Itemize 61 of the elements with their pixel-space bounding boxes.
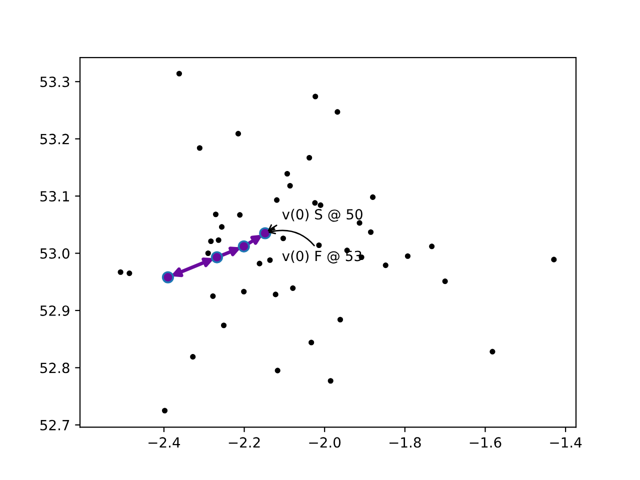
point [356,220,362,226]
point [162,271,174,284]
x-tick-label: −1.8 [390,437,421,448]
x-tick-label: −1.4 [550,437,582,448]
point [221,322,227,328]
x-tick-label: −2.2 [228,437,260,448]
point [237,212,243,218]
y-tick-label: 53.3 [40,76,70,88]
point [274,197,280,203]
y-tick-label: 52.7 [40,420,70,430]
y-tick-label: 53.2 [40,134,69,144]
point [404,253,410,259]
point [259,227,272,240]
point [208,238,214,244]
point [308,340,314,346]
point [118,269,124,275]
point [238,240,250,252]
point [442,278,448,284]
point [272,292,278,298]
point [312,200,318,206]
point [368,229,374,235]
point [312,94,318,100]
point [176,70,182,76]
x-tick-label: −2.0 [309,437,341,448]
x-tick-label: −2.4 [148,437,180,448]
point [256,260,262,266]
point [306,154,312,160]
point [241,288,247,294]
y-tick-label: 52.8 [40,362,70,374]
point [318,202,324,208]
point [267,257,273,263]
point [162,408,168,414]
point [551,256,557,262]
point [334,109,340,115]
point [337,316,344,322]
point [190,354,196,360]
point [287,182,293,189]
annotation: v(0) S @ 50 [282,208,362,222]
y-tick-label: 53.0 [40,248,70,259]
y-tick-label: 52.9 [40,305,70,316]
point [280,236,286,242]
point [196,145,202,151]
x-tick-label: −1.6 [470,437,502,448]
point [370,194,376,200]
point [490,348,496,354]
point [290,285,296,291]
point [382,262,388,268]
point [429,244,435,250]
point [210,293,216,299]
y-tick-label: 53.1 [40,191,69,202]
point [216,237,222,243]
point [212,212,219,218]
point [210,251,224,264]
point [218,224,225,230]
point [235,130,242,136]
point [126,270,132,276]
point [316,242,322,248]
point [328,378,334,384]
point [205,250,211,256]
point [284,170,290,177]
point [274,368,280,374]
